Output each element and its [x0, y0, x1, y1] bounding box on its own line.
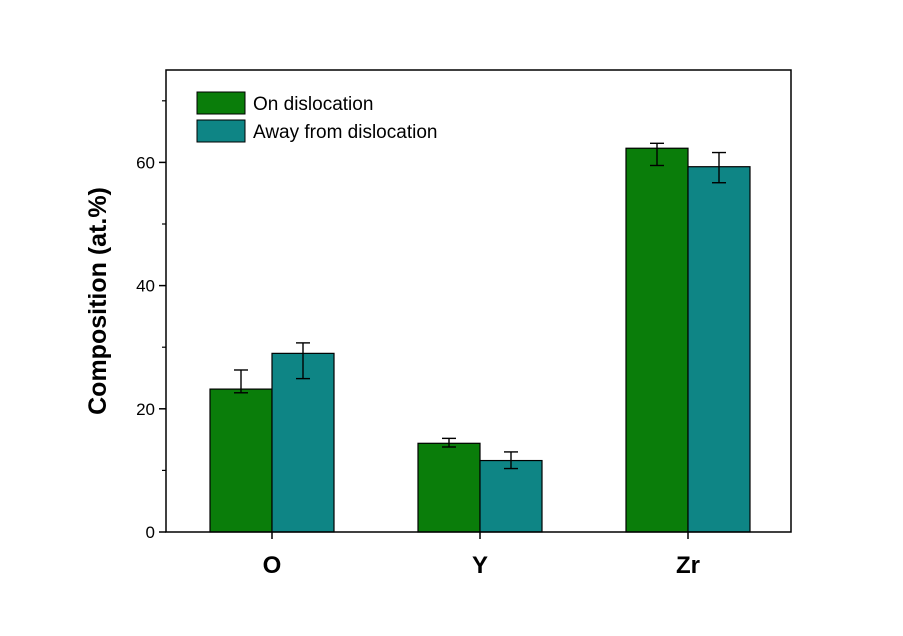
error-bar-y-series-1 — [442, 437, 456, 448]
legend: On dislocation Away from dislocation — [196, 91, 437, 143]
legend-swatch-series-1 — [196, 91, 246, 115]
y-tick-label: 20 — [136, 400, 155, 419]
y-tick-label: 60 — [136, 153, 155, 172]
y-axis: 0 20 40 60 — [136, 100, 166, 542]
error-bar-o-series-2 — [296, 342, 310, 380]
y-tick-label: 0 — [146, 523, 155, 542]
error-bar-zr-series-2 — [712, 151, 726, 184]
x-category-label: Y — [472, 552, 488, 579]
bar-y-series-1 — [417, 442, 481, 533]
legend-swatch-series-2 — [196, 119, 246, 143]
error-bar-y-series-2 — [504, 451, 518, 470]
bars-layer — [209, 147, 751, 533]
x-axis: O Y Zr — [263, 532, 700, 579]
error-bars-layer — [234, 142, 726, 470]
plot-frame — [165, 69, 792, 533]
bar-y-series-2 — [479, 459, 543, 533]
bar-o-series-2 — [271, 352, 335, 533]
x-category-label: O — [263, 552, 282, 579]
legend-label-series-1: On dislocation — [253, 94, 373, 115]
bar-o-series-1 — [209, 388, 273, 533]
error-bar-o-series-1 — [234, 369, 248, 394]
y-axis-title: Composition (at.%) — [84, 187, 112, 415]
bar-zr-series-2 — [687, 166, 751, 533]
error-bar-zr-series-1 — [650, 142, 664, 167]
x-category-label: Zr — [676, 552, 700, 579]
legend-label-series-2: Away from dislocation — [253, 122, 437, 143]
bar-zr-series-1 — [625, 147, 689, 533]
y-tick-label: 40 — [136, 277, 155, 296]
